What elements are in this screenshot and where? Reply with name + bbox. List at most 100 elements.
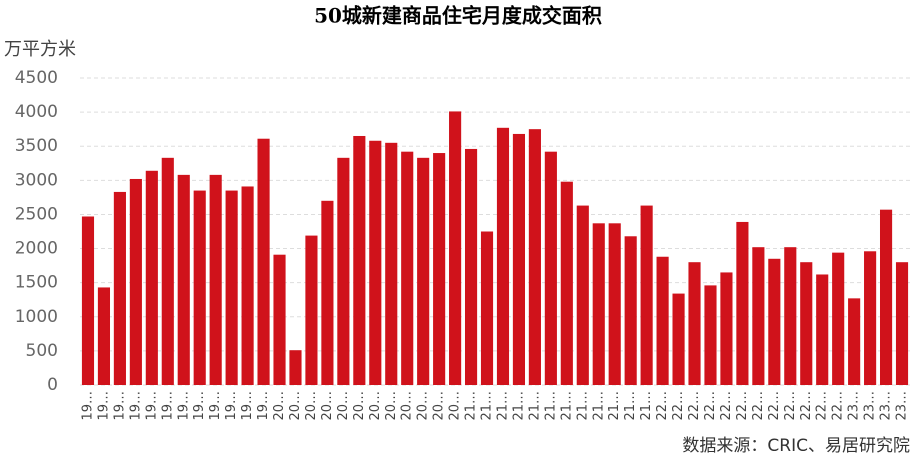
y-tick-label: 1000 xyxy=(15,307,58,327)
y-axis-label: 万平方米 xyxy=(4,39,76,60)
bar xyxy=(800,262,813,385)
y-tick-label: 1500 xyxy=(15,273,58,293)
y-tick-label: 3500 xyxy=(15,136,58,156)
bar xyxy=(512,133,526,385)
x-tick-label: 19… xyxy=(224,391,239,421)
bar xyxy=(337,157,350,385)
x-tick-label: 21… xyxy=(607,391,622,421)
bar xyxy=(321,200,334,385)
bar xyxy=(480,231,494,385)
x-tick-label: 19… xyxy=(112,391,127,421)
bar xyxy=(848,298,861,385)
x-tick-label: 21… xyxy=(591,391,606,421)
x-tick-label: 21… xyxy=(543,391,558,421)
x-tick-label: 23… xyxy=(863,391,878,421)
x-tick-label: 20… xyxy=(320,391,335,421)
bar xyxy=(241,186,254,385)
x-tick-label: 21… xyxy=(623,391,638,421)
bar xyxy=(464,148,478,385)
bar xyxy=(129,178,142,385)
bar xyxy=(225,190,238,385)
x-tick-label: 20… xyxy=(352,391,367,421)
y-tick-label: 4000 xyxy=(15,102,58,122)
x-tick-label: 19… xyxy=(80,391,95,421)
bar xyxy=(576,205,589,385)
bar xyxy=(656,256,669,385)
x-tick-label: 22… xyxy=(735,391,750,421)
source-note: 数据来源：CRIC、易居研究院 xyxy=(682,436,910,456)
x-tick-label: 21… xyxy=(464,391,479,421)
bar xyxy=(369,140,382,385)
x-tick-label: 22… xyxy=(671,391,686,421)
bar xyxy=(209,174,222,385)
y-tick-label: 2500 xyxy=(15,204,58,224)
x-tick-label: 20… xyxy=(272,391,287,421)
bar xyxy=(433,153,446,385)
x-tick-label: 22… xyxy=(751,391,766,421)
bar xyxy=(592,223,605,385)
x-tick-label: 22… xyxy=(767,391,782,421)
bar xyxy=(752,247,765,385)
bar xyxy=(353,135,366,385)
bar xyxy=(608,223,621,385)
x-tick-label: 22… xyxy=(799,391,814,421)
x-tick-label: 20… xyxy=(288,391,303,421)
x-tick-label: 19… xyxy=(256,391,271,421)
bar xyxy=(496,127,510,386)
bar xyxy=(688,262,701,385)
bar xyxy=(528,129,541,385)
x-tick-label: 21… xyxy=(495,391,510,421)
x-tick-label: 21… xyxy=(575,391,590,421)
bar xyxy=(768,258,781,385)
x-tick-label: 21… xyxy=(639,391,654,421)
bar xyxy=(305,235,318,385)
x-tick-label: 20… xyxy=(336,391,351,421)
x-tick-label: 21… xyxy=(480,391,495,421)
bar xyxy=(193,190,206,385)
x-tick-label: 20… xyxy=(400,391,415,421)
x-tick-label: 21… xyxy=(527,391,542,421)
bar xyxy=(289,350,302,385)
x-tick-label: 22… xyxy=(783,391,798,421)
x-tick-label: 19… xyxy=(144,391,159,421)
bar xyxy=(816,274,829,385)
bar xyxy=(177,174,190,385)
x-tick-label: 20… xyxy=(432,391,447,421)
x-tick-label: 22… xyxy=(703,391,718,421)
bar xyxy=(832,252,845,385)
bar xyxy=(640,205,653,385)
y-tick-label: 500 xyxy=(26,341,58,361)
x-tick-label: 19… xyxy=(192,391,207,421)
y-tick-label: 0 xyxy=(47,375,58,395)
bar xyxy=(864,251,877,385)
bar xyxy=(97,287,111,385)
bar xyxy=(385,142,398,385)
x-tick-label: 19… xyxy=(208,391,223,421)
x-tick-label: 22… xyxy=(719,391,734,421)
x-tick-label: 23… xyxy=(847,391,862,421)
chart-title: 50城新建商品住宅月度成交面积 xyxy=(314,4,602,28)
y-tick-label: 2000 xyxy=(15,239,58,259)
bar xyxy=(784,247,797,385)
x-tick-label: 19… xyxy=(128,391,143,421)
bar xyxy=(273,254,286,385)
y-tick-label: 4500 xyxy=(15,68,58,88)
x-tick-label: 23… xyxy=(879,391,894,421)
y-tick-label: 3000 xyxy=(15,170,58,190)
bar xyxy=(81,216,95,385)
x-tick-label: 20… xyxy=(368,391,383,421)
bar xyxy=(401,151,414,385)
bar xyxy=(417,157,430,385)
x-tick-label: 22… xyxy=(655,391,670,421)
bar xyxy=(113,191,126,385)
x-tick-label: 19… xyxy=(240,391,255,421)
x-tick-label: 22… xyxy=(687,391,702,421)
bar xyxy=(672,293,685,385)
x-tick-label: 21… xyxy=(559,391,574,421)
bar xyxy=(879,209,893,385)
x-tick-label: 19… xyxy=(96,391,111,421)
bar xyxy=(145,170,158,385)
bar xyxy=(895,262,909,385)
bar xyxy=(449,111,462,385)
